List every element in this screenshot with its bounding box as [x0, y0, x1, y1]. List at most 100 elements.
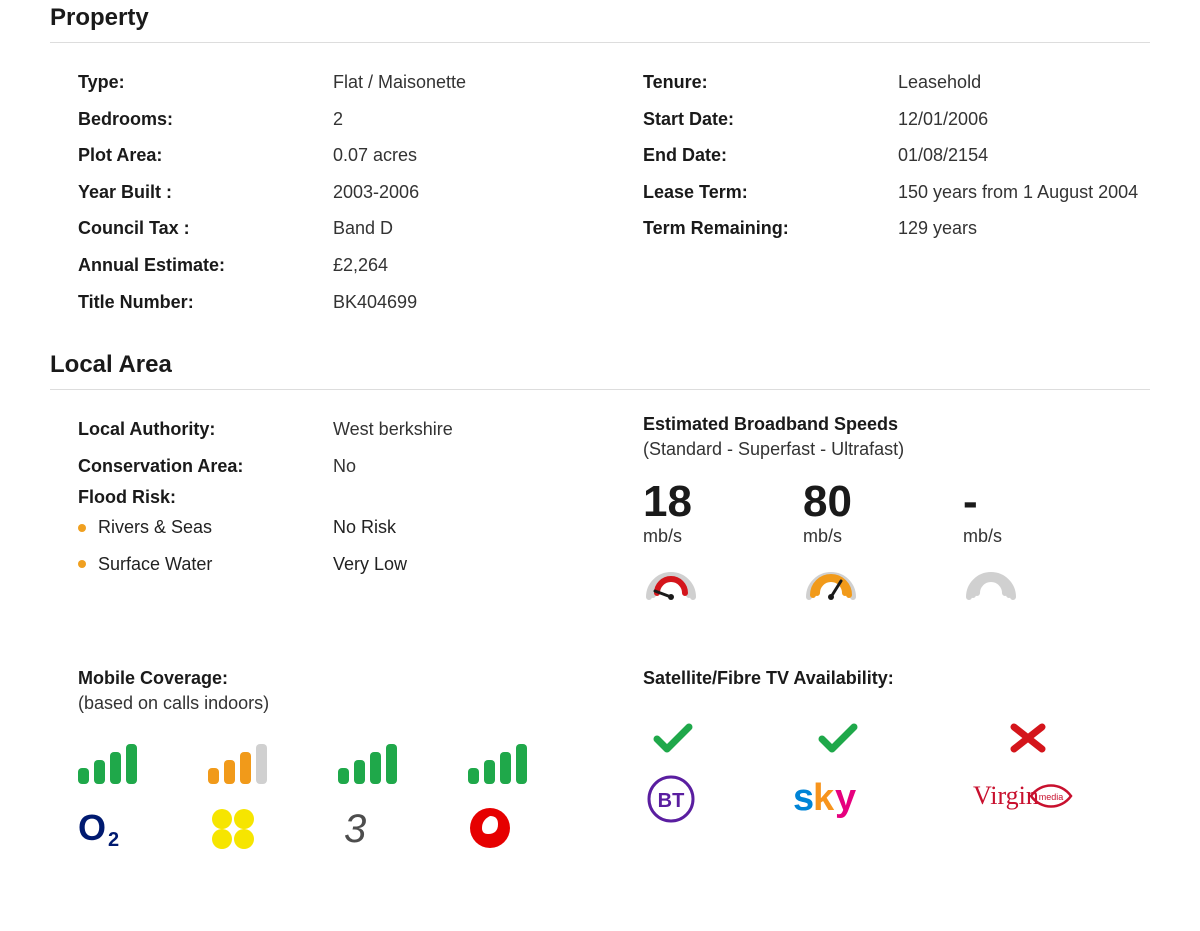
property-row: Tenure:Leasehold	[643, 67, 1150, 98]
flood-risk-heading: Flood Risk:	[78, 487, 585, 508]
field-label: Conservation Area:	[78, 451, 333, 482]
field-value: Band D	[333, 213, 393, 244]
field-label: Tenure:	[643, 67, 898, 98]
check-icon	[643, 719, 703, 759]
field-label: Bedrooms:	[78, 104, 333, 135]
field-label: Lease Term:	[643, 177, 898, 208]
property-row: Title Number:BK404699	[78, 287, 585, 318]
property-row: End Date:01/08/2154	[643, 140, 1150, 171]
mobile-title: Mobile Coverage:	[78, 668, 585, 689]
speed-gauge-icon	[803, 563, 923, 608]
o2-logo-icon: O2	[78, 806, 148, 850]
svg-text:media: media	[1039, 792, 1064, 802]
field-value: 129 years	[898, 213, 977, 244]
field-label: Council Tax :	[78, 213, 333, 244]
speed-unit: mb/s	[643, 526, 763, 547]
svg-text:k: k	[813, 777, 835, 819]
local-area-heading: Local Area	[50, 351, 1150, 379]
mobile-carrier-ee	[208, 744, 278, 850]
tv-provider-virgin: Virginmedia	[973, 719, 1083, 821]
flood-label: Surface Water	[98, 549, 333, 580]
field-value: West berkshire	[333, 414, 453, 445]
speed-value: 18	[643, 480, 763, 524]
field-value: £2,264	[333, 250, 388, 281]
local-columns: Local Authority:West berkshireConservati…	[50, 414, 1150, 608]
field-value: Flat / Maisonette	[333, 67, 466, 98]
flood-row: Surface WaterVery Low	[78, 549, 585, 580]
field-value: 2	[333, 104, 343, 135]
svg-text:y: y	[835, 777, 856, 819]
divider	[50, 42, 1150, 43]
mobile-carrier-three: 3	[338, 744, 408, 850]
speed-gauge-icon	[643, 563, 763, 608]
field-value: 0.07 acres	[333, 140, 417, 171]
flood-label: Rivers & Seas	[98, 512, 333, 543]
field-value: No	[333, 451, 356, 482]
signal-bars-icon	[468, 744, 538, 784]
mobile-carrier-o2: O2	[78, 744, 148, 850]
mobile-subtitle: (based on calls indoors)	[78, 693, 585, 714]
field-label: Term Remaining:	[643, 213, 898, 244]
speed-gauge-icon	[963, 563, 1083, 608]
field-value: 01/08/2154	[898, 140, 988, 171]
svg-text:O: O	[78, 807, 106, 848]
property-columns: Type:Flat / MaisonetteBedrooms:2Plot Are…	[50, 67, 1150, 323]
field-label: Year Built :	[78, 177, 333, 208]
property-row: Bedrooms:2	[78, 104, 585, 135]
vodafone-logo-icon	[468, 806, 538, 850]
speed-value: -	[963, 480, 1083, 524]
signal-bars-icon	[78, 744, 148, 784]
signal-bars-icon	[338, 744, 408, 784]
field-value: 2003-2006	[333, 177, 419, 208]
property-row: Council Tax :Band D	[78, 213, 585, 244]
virgin-logo-icon: Virginmedia	[973, 777, 1083, 821]
broadband-speed: - mb/s	[963, 480, 1083, 608]
property-row: Term Remaining:129 years	[643, 213, 1150, 244]
flood-row: Rivers & SeasNo Risk	[78, 512, 585, 543]
field-label: Title Number:	[78, 287, 333, 318]
field-value: 12/01/2006	[898, 104, 988, 135]
field-label: Plot Area:	[78, 140, 333, 171]
svg-text:2: 2	[108, 829, 119, 850]
property-row: Annual Estimate:£2,264	[78, 250, 585, 281]
field-label: Annual Estimate:	[78, 250, 333, 281]
svg-text:3: 3	[344, 807, 366, 850]
bullet-icon	[78, 524, 86, 532]
field-value: Leasehold	[898, 67, 981, 98]
divider	[50, 389, 1150, 390]
svg-text:s: s	[793, 777, 814, 819]
property-row: Start Date:12/01/2006	[643, 104, 1150, 135]
broadband-title: Estimated Broadband Speeds	[643, 414, 1150, 435]
signal-bars-icon	[208, 744, 278, 784]
property-row: Conservation Area:No	[78, 451, 585, 482]
field-value: BK404699	[333, 287, 417, 318]
bottom-columns: Mobile Coverage: (based on calls indoors…	[50, 668, 1150, 850]
speed-value: 80	[803, 480, 923, 524]
property-row: Plot Area:0.07 acres	[78, 140, 585, 171]
broadband-subtitle: (Standard - Superfast - Ultrafast)	[643, 439, 1150, 460]
bt-logo-icon: BT	[643, 777, 703, 821]
broadband-speed: 80 mb/s	[803, 480, 923, 608]
tv-provider-sky: sky	[793, 719, 883, 821]
field-label: Type:	[78, 67, 333, 98]
property-row: Local Authority:West berkshire	[78, 414, 585, 445]
flood-value: Very Low	[333, 549, 407, 580]
property-row: Lease Term:150 years from 1 August 2004	[643, 177, 1150, 208]
mobile-carrier-vodafone	[468, 744, 538, 850]
field-label: Local Authority:	[78, 414, 333, 445]
ee-logo-icon	[208, 806, 278, 850]
property-row: Type:Flat / Maisonette	[78, 67, 585, 98]
broadband-speed: 18 mb/s	[643, 480, 763, 608]
tv-title: Satellite/Fibre TV Availability:	[643, 668, 1150, 689]
tv-provider-bt: BT	[643, 719, 703, 821]
speed-unit: mb/s	[803, 526, 923, 547]
speed-unit: mb/s	[963, 526, 1083, 547]
sky-logo-icon: sky	[793, 777, 883, 821]
svg-text:Virgin: Virgin	[973, 781, 1039, 810]
flood-value: No Risk	[333, 512, 396, 543]
three-logo-icon: 3	[338, 806, 408, 850]
property-row: Year Built :2003-2006	[78, 177, 585, 208]
field-label: End Date:	[643, 140, 898, 171]
svg-text:BT: BT	[658, 790, 685, 812]
check-icon	[793, 719, 883, 759]
